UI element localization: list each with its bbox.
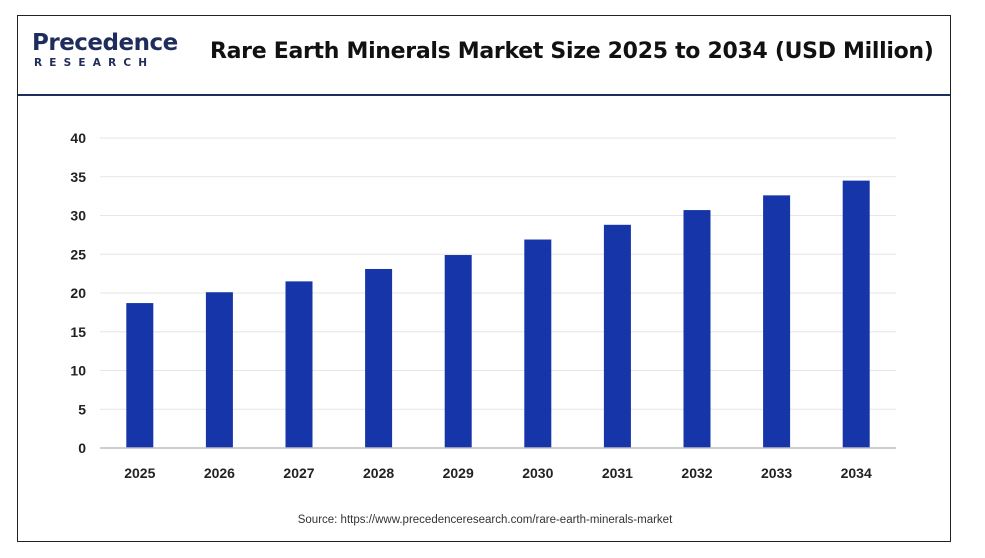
logo-wordmark: Precedence	[32, 30, 178, 56]
x-tick-label: 2028	[363, 465, 394, 481]
bar-2028	[365, 268, 393, 448]
y-tick-label: 10	[70, 363, 86, 379]
bar-2026	[205, 292, 233, 448]
bar-2030	[524, 239, 552, 448]
y-tick-label: 15	[70, 324, 86, 340]
x-tick-label: 2031	[602, 465, 633, 481]
y-tick-label: 35	[70, 169, 86, 185]
bar-2033	[763, 195, 791, 448]
bar-2034	[842, 180, 870, 448]
y-tick-label: 0	[78, 440, 86, 456]
bar-2031	[603, 224, 631, 448]
bar-2032	[683, 210, 711, 448]
x-tick-label: 2027	[283, 465, 314, 481]
y-tick-label: 30	[70, 208, 86, 224]
x-tick-label: 2025	[124, 465, 155, 481]
x-tick-label: 2033	[761, 465, 792, 481]
x-tick-label: 2034	[841, 465, 872, 481]
x-tick-label: 2029	[443, 465, 474, 481]
bar-2027	[285, 281, 313, 448]
y-axis-ticks: 0 5 10 15 20 25 30 35 40	[70, 130, 86, 456]
precedence-research-logo: Precedence RESEARCH	[32, 30, 182, 82]
bar-2029	[444, 255, 472, 448]
bars	[126, 180, 870, 448]
logo-subtitle: RESEARCH	[34, 57, 155, 69]
chart-header: Precedence RESEARCH Rare Earth Minerals …	[18, 16, 950, 96]
y-tick-label: 40	[70, 130, 86, 146]
x-axis-ticks: 2025 2026 2027 2028 2029 2030 2031 2032 2033 2034	[124, 465, 872, 481]
chart-frame	[17, 15, 951, 542]
y-tick-label: 5	[78, 401, 86, 417]
y-tick-label: 20	[70, 285, 86, 301]
y-tick-label: 25	[70, 246, 86, 262]
bar-2025	[126, 303, 154, 448]
x-tick-label: 2030	[522, 465, 553, 481]
chart-title: Rare Earth Minerals Market Size 2025 to …	[210, 39, 934, 64]
source-note: Source: https://www.precedenceresearch.c…	[297, 514, 673, 526]
x-tick-label: 2032	[681, 465, 712, 481]
x-tick-label: 2026	[204, 465, 235, 481]
